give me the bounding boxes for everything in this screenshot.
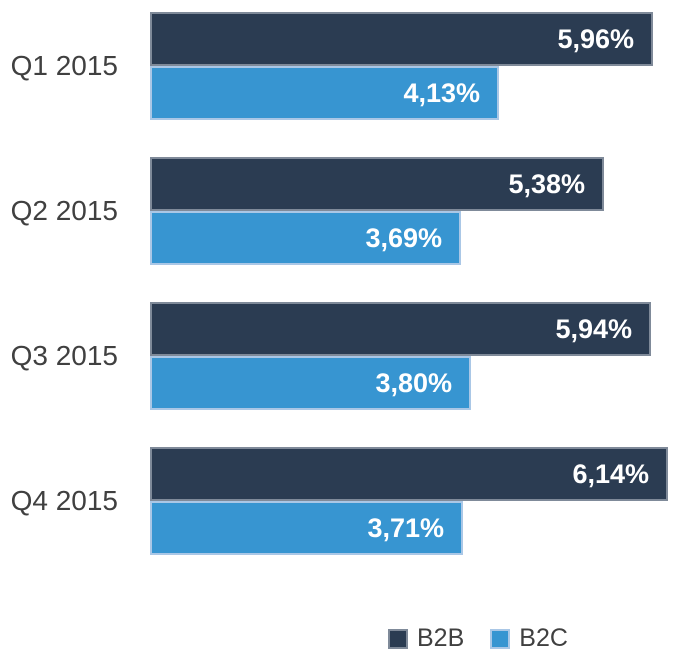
category-label: Q2 2015 bbox=[10, 195, 118, 226]
bar-b2b-q3: 5,94% bbox=[150, 302, 651, 356]
bar-pair: 5,96% 4,13% bbox=[150, 12, 678, 120]
legend-swatch-b2b bbox=[388, 628, 408, 649]
bar-pair: 5,94% 3,80% bbox=[150, 302, 678, 410]
value-label-b2c-q3: 3,80% bbox=[375, 367, 452, 398]
legend-item-b2b: B2B bbox=[388, 626, 464, 651]
bar-chart: Q1 2015 5,96% 4,13% Q2 2015 5,38% 3,69% … bbox=[0, 12, 678, 555]
value-label-b2c-q1: 4,13% bbox=[403, 77, 480, 108]
bar-b2c-q2: 3,69% bbox=[150, 211, 461, 265]
value-label-b2b-q2: 5,38% bbox=[508, 168, 585, 199]
value-label-b2c-q2: 3,69% bbox=[365, 222, 442, 253]
value-label-b2c-q4: 3,71% bbox=[367, 512, 444, 543]
category-label: Q4 2015 bbox=[10, 485, 118, 516]
bar-b2c-q4: 3,71% bbox=[150, 501, 463, 555]
bar-b2b-q2: 5,38% bbox=[150, 157, 604, 211]
category-group-q2: Q2 2015 5,38% 3,69% bbox=[0, 157, 678, 265]
legend-label-b2c: B2C bbox=[519, 624, 568, 652]
category-group-q3: Q3 2015 5,94% 3,80% bbox=[0, 302, 678, 410]
category-label: Q1 2015 bbox=[10, 50, 118, 81]
category-group-q4: Q4 2015 6,14% 3,71% bbox=[0, 447, 678, 555]
legend-label-b2b: B2B bbox=[417, 624, 465, 652]
legend-swatch-b2c bbox=[490, 628, 511, 649]
bar-pair: 5,38% 3,69% bbox=[150, 157, 678, 265]
bar-b2b-q1: 5,96% bbox=[150, 12, 653, 66]
legend-item-b2c: B2C bbox=[490, 626, 568, 651]
bar-b2b-q4: 6,14% bbox=[150, 447, 668, 501]
category-group-q1: Q1 2015 5,96% 4,13% bbox=[0, 12, 678, 120]
bar-b2c-q1: 4,13% bbox=[150, 66, 499, 120]
category-label: Q3 2015 bbox=[10, 340, 118, 371]
bar-b2c-q3: 3,80% bbox=[150, 356, 471, 410]
value-label-b2b-q1: 5,96% bbox=[557, 23, 634, 54]
value-label-b2b-q4: 6,14% bbox=[572, 458, 649, 489]
value-label-b2b-q3: 5,94% bbox=[555, 313, 632, 344]
bar-pair: 6,14% 3,71% bbox=[150, 447, 678, 555]
legend: B2B B2C bbox=[388, 626, 568, 651]
